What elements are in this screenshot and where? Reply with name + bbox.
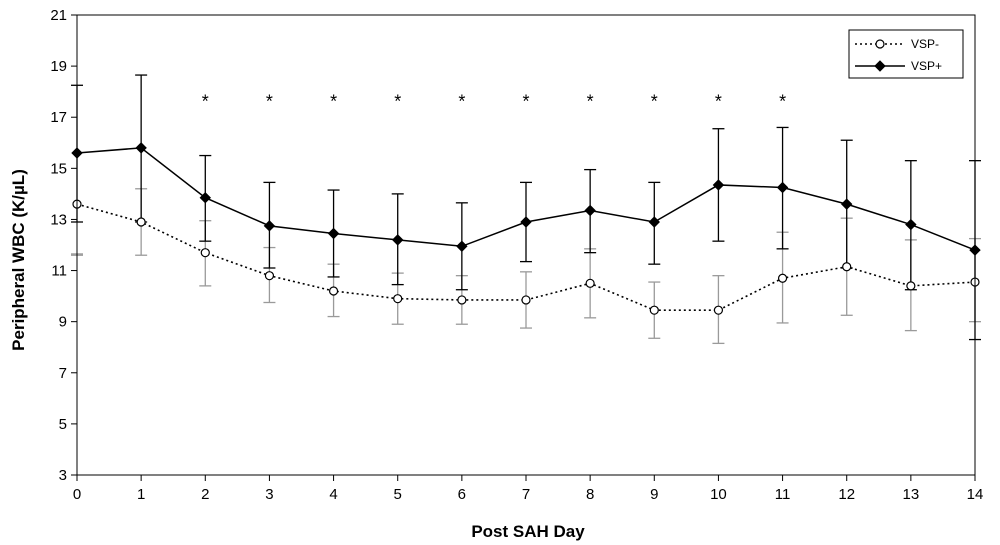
- data-point-VSP+: [905, 218, 917, 231]
- data-point-VSP-: [649, 305, 659, 315]
- y-axis-title: Peripheral WBC (K/µL): [9, 169, 28, 351]
- data-point-VSP+: [648, 216, 660, 228]
- significance-star: *: [458, 91, 465, 111]
- x-tick-label: 13: [903, 486, 920, 503]
- legend-box: [848, 29, 964, 79]
- data-point-VSP-: [328, 286, 339, 296]
- data-point-VSP-: [713, 305, 724, 315]
- y-tick-label: 7: [59, 365, 67, 382]
- data-point-VSP-: [906, 281, 916, 291]
- data-point-VSP+: [712, 179, 725, 191]
- data-point-VSP+: [520, 216, 532, 228]
- x-tick-label: 11: [775, 486, 791, 503]
- x-tick-label: 0: [73, 486, 81, 503]
- data-point-VSP-: [264, 271, 275, 281]
- significance-star: *: [587, 91, 594, 111]
- data-point-VSP-: [457, 295, 467, 305]
- data-point-VSP+: [456, 240, 468, 252]
- y-tick-label: 19: [50, 58, 67, 75]
- y-tick-label: 11: [51, 263, 67, 280]
- legend-label-VSP+: VSP+: [911, 59, 942, 73]
- data-point-VSP-: [521, 295, 531, 305]
- data-point-VSP+: [263, 220, 276, 232]
- y-tick-label: 15: [50, 160, 67, 177]
- significance-star: *: [779, 91, 786, 111]
- significance-star: *: [266, 91, 273, 111]
- data-point-VSP+: [327, 227, 340, 240]
- data-point-VSP+: [392, 234, 404, 246]
- legend-marker-VSP+: [874, 60, 886, 72]
- data-point-VSP+: [776, 181, 789, 194]
- significance-star: *: [330, 91, 337, 111]
- y-tick-label: 17: [50, 109, 67, 126]
- x-tick-label: 9: [650, 486, 658, 503]
- significance-star: *: [394, 91, 401, 111]
- data-point-VSP-: [136, 217, 146, 227]
- y-tick-label: 13: [50, 211, 67, 228]
- y-tick-label: 3: [59, 467, 67, 484]
- significance-star: *: [522, 91, 529, 111]
- data-point-VSP-: [200, 248, 210, 258]
- x-tick-label: 2: [201, 486, 209, 503]
- y-tick-label: 9: [59, 314, 67, 331]
- legend-marker-VSP-: [875, 39, 885, 49]
- x-tick-label: 12: [838, 486, 855, 503]
- series-markers: [71, 142, 981, 315]
- legend[interactable]: VSP- VSP+: [848, 29, 964, 79]
- data-point-VSP+: [135, 142, 147, 154]
- significance-annotations: * * * * * * * * * *: [202, 91, 786, 111]
- data-point-VSP-: [842, 262, 852, 272]
- data-point-VSP-: [777, 273, 788, 283]
- y-tick-label: 21: [50, 7, 67, 24]
- x-tick-label: 8: [586, 486, 594, 503]
- data-point-VSP+: [841, 198, 853, 210]
- data-point-VSP+: [199, 192, 211, 204]
- data-point-VSP+: [584, 204, 596, 217]
- data-point-VSP-: [393, 294, 403, 304]
- y-tick-label: 5: [59, 416, 67, 433]
- x-tick-label: 3: [265, 486, 273, 503]
- x-tick-label: 1: [137, 486, 145, 503]
- legend-label-VSP-: VSP-: [911, 37, 939, 51]
- x-axis-title: Post SAH Day: [471, 522, 585, 541]
- x-tick-label: 10: [710, 486, 727, 503]
- x-tick-label: 7: [522, 486, 530, 503]
- series-line-VSP-: [76, 203, 976, 311]
- significance-star: *: [651, 91, 658, 111]
- data-point-VSP-: [585, 278, 595, 288]
- x-tick-label: 6: [458, 486, 466, 503]
- significance-star: *: [715, 91, 722, 111]
- significance-star: *: [202, 91, 209, 111]
- x-tick-label: 14: [967, 486, 984, 503]
- x-tick-label: 5: [394, 486, 402, 503]
- x-tick-label: 4: [329, 486, 337, 503]
